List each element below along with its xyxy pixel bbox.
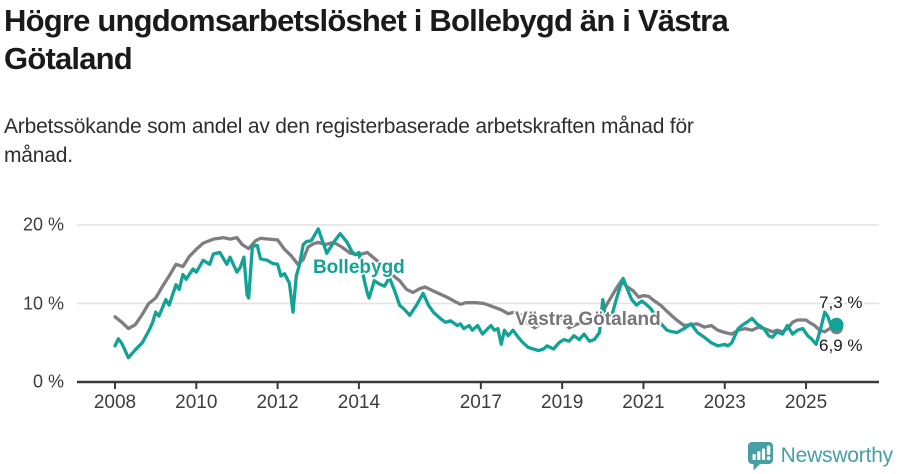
x-axis-label-2010: 2010 bbox=[175, 392, 218, 413]
chart-subtitle: Arbetssökande som andel av den registerb… bbox=[4, 112, 864, 170]
chart-title-line-1: Högre ungdomsarbetslöshet i Bollebygd än… bbox=[4, 3, 729, 38]
x-axis-label-2023: 2023 bbox=[703, 392, 746, 413]
vastra-gotaland-end-value-label: 6,9 % bbox=[819, 335, 863, 355]
plot-area bbox=[77, 224, 879, 389]
y-axis-label-10: 10 % bbox=[22, 293, 64, 313]
x-axis-label-2019: 2019 bbox=[541, 392, 584, 413]
x-axis-label-2012: 2012 bbox=[256, 392, 299, 413]
newsworthy-wordmark: Newsworthy bbox=[780, 444, 894, 467]
newsworthy-icon bbox=[747, 442, 773, 471]
v-stra-g-taland-line bbox=[113, 235, 839, 336]
bollebygd-line bbox=[113, 227, 839, 360]
vastra-gotaland-series-label: Västra Götaland bbox=[514, 308, 661, 330]
bollebygd-end-value-label: 7,3 % bbox=[819, 293, 863, 313]
chart-title-line-2: Götaland bbox=[4, 41, 133, 76]
x-axis-label-2008: 2008 bbox=[93, 392, 137, 413]
newsworthy-brand: Newsworthy bbox=[746, 441, 893, 471]
x-axis-label-2017: 2017 bbox=[459, 392, 502, 413]
chart-title: Högre ungdomsarbetslöshet i Bollebygd än… bbox=[4, 2, 864, 78]
y-axis-label-20: 20 % bbox=[22, 214, 64, 235]
bollebygd-end-dot bbox=[829, 317, 844, 332]
x-axis-label-2014: 2014 bbox=[337, 392, 381, 413]
bollebygd-series-label: Bollebygd bbox=[312, 257, 405, 279]
line-chart: Bollebygd Västra Götaland 7,3 % 6,9 % 0 … bbox=[0, 195, 900, 435]
chart-subtitle-line-2: månad. bbox=[4, 144, 73, 167]
y-axis-label-0: 0 % bbox=[32, 371, 64, 392]
x-axis-label-2025: 2025 bbox=[784, 392, 828, 413]
x-axis-label-2021: 2021 bbox=[622, 392, 665, 413]
chart-subtitle-line-1: Arbetssökande som andel av den registerb… bbox=[4, 115, 694, 138]
